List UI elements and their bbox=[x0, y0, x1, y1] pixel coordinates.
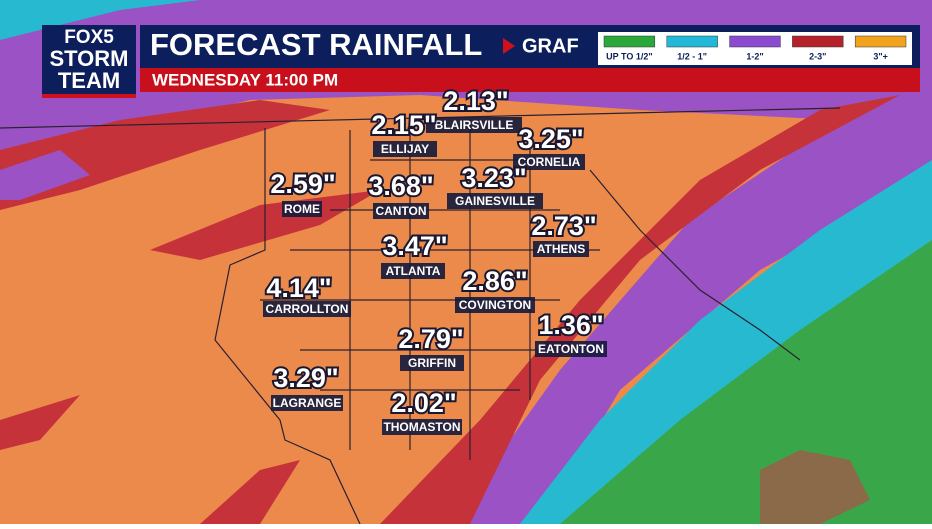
legend-swatch bbox=[854, 35, 907, 48]
rain-amount: 2.73" bbox=[531, 211, 596, 241]
header bbox=[42, 25, 920, 98]
rain-amount: 3.68" bbox=[368, 171, 433, 201]
city-name: GAINESVILLE bbox=[455, 194, 535, 208]
subtitle: WEDNESDAY 11:00 PM bbox=[152, 70, 338, 89]
legend-swatch bbox=[729, 35, 781, 48]
city-plate bbox=[263, 301, 351, 317]
city-plate bbox=[426, 117, 522, 133]
city-name: EATONTON bbox=[538, 342, 604, 356]
model-name: GRAF bbox=[522, 35, 579, 57]
city-plate bbox=[533, 241, 589, 257]
rain-amount: 3.23" bbox=[461, 163, 526, 193]
city-name: GRIFFIN bbox=[408, 356, 456, 370]
city-plate bbox=[373, 141, 437, 157]
legend-label: 2-3" bbox=[809, 51, 826, 61]
rain-amount: 3.25" bbox=[518, 124, 583, 154]
rain-amount: 2.15" bbox=[371, 110, 436, 140]
city-plate bbox=[455, 297, 535, 313]
logo-text: FOX5 bbox=[64, 27, 114, 48]
legend-label: 1-2" bbox=[746, 51, 763, 61]
city-name: COVINGTON bbox=[459, 298, 531, 312]
city-plate bbox=[282, 201, 322, 217]
legend-swatch bbox=[792, 35, 844, 48]
city-name: LAGRANGE bbox=[273, 396, 342, 410]
city-name: CANTON bbox=[375, 204, 426, 218]
city-plate bbox=[513, 154, 585, 170]
city-name: THOMASTON bbox=[383, 420, 460, 434]
city-plate bbox=[382, 419, 462, 435]
city-name: ELLIJAY bbox=[381, 142, 429, 156]
city-name: CORNELIA bbox=[518, 155, 581, 169]
rain-amount: 2.79" bbox=[398, 324, 463, 354]
legend-label: UP TO 1/2" bbox=[606, 51, 652, 61]
rain-amount: 3.47" bbox=[382, 231, 447, 261]
city-plate bbox=[400, 355, 464, 371]
rain-amount: 2.59" bbox=[270, 169, 335, 199]
city-name: ATLANTA bbox=[386, 264, 441, 278]
city-plate bbox=[381, 263, 445, 279]
city-name: CARROLLTON bbox=[266, 302, 349, 316]
logo-text: STORM bbox=[49, 46, 128, 71]
rain-amount: 2.13" bbox=[443, 86, 508, 116]
legend-label: 1/2 - 1" bbox=[677, 51, 707, 61]
rain-amount: 1.36" bbox=[538, 310, 603, 340]
rain-amount: 2.02" bbox=[391, 388, 456, 418]
city-plate bbox=[271, 395, 343, 411]
rain-amount: 3.29" bbox=[273, 363, 338, 393]
city-plate bbox=[373, 203, 429, 219]
city-name: ATHENS bbox=[537, 242, 585, 256]
legend-label: 3"+ bbox=[873, 51, 888, 61]
legend-swatch bbox=[603, 35, 656, 48]
rain-amount: 4.14" bbox=[266, 273, 331, 303]
county-lines bbox=[0, 107, 841, 525]
city-plate bbox=[535, 341, 607, 357]
city-name: BLAIRSVILLE bbox=[435, 118, 514, 132]
logo-text: TEAM bbox=[58, 68, 120, 93]
city-plate bbox=[447, 193, 543, 209]
title: FORECAST RAINFALL bbox=[150, 27, 482, 62]
city-name: ROME bbox=[284, 202, 320, 216]
legend-swatch bbox=[666, 35, 718, 48]
rain-amount: 2.86" bbox=[462, 266, 527, 296]
